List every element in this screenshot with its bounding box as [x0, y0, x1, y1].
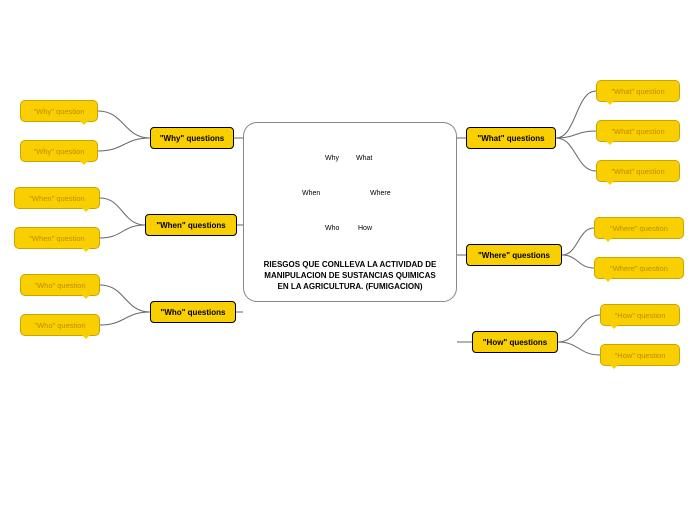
star-label: Who — [325, 225, 339, 232]
question-bubble: "How" question — [600, 304, 680, 326]
question-category: "Who" questions — [150, 301, 236, 323]
question-bubble: "Who" question — [20, 274, 100, 296]
question-bubble: "When" question — [14, 227, 100, 249]
question-category: "When" questions — [145, 214, 237, 236]
question-category: "Why" questions — [150, 127, 234, 149]
question-bubble: "Where" question — [594, 217, 684, 239]
question-bubble: "What" question — [596, 120, 680, 142]
question-category: "How" questions — [472, 331, 558, 353]
question-bubble: "Where" question — [594, 257, 684, 279]
question-category: "What" questions — [466, 127, 556, 149]
question-bubble: "Why" question — [20, 140, 98, 162]
question-bubble: "How" question — [600, 344, 680, 366]
star-label: When — [302, 190, 320, 197]
question-bubble: "Who" question — [20, 314, 100, 336]
question-bubble: "What" question — [596, 160, 680, 182]
central-text: RIESGOS QUE CONLLEVA LA ACTIVIDAD DEMANI… — [252, 260, 448, 292]
question-bubble: "Why" question — [20, 100, 98, 122]
question-category: "Where" questions — [466, 244, 562, 266]
star-label: What — [356, 155, 372, 162]
question-bubble: "When" question — [14, 187, 100, 209]
star-label: Why — [325, 155, 339, 162]
question-bubble: "What" question — [596, 80, 680, 102]
star-label: How — [358, 225, 372, 232]
star-label: Where — [370, 190, 391, 197]
